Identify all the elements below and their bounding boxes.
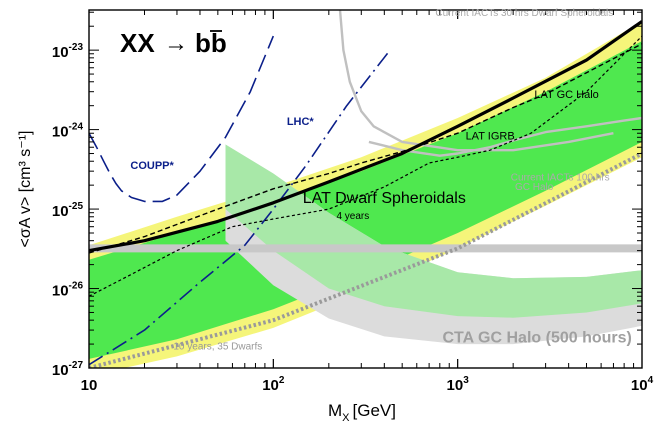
y-tick-label: 10-26 xyxy=(52,281,84,300)
y-axis-label: <σA v> [cm³ s⁻¹] xyxy=(17,130,34,247)
series-layer xyxy=(89,10,642,368)
title-arrow: → xyxy=(164,30,188,57)
series-line-1 xyxy=(89,43,642,254)
y-tick-label: 10-25 xyxy=(52,201,84,220)
label-iacts-30: Current IACTs 30 hrs Dwarf Spheroidals xyxy=(435,8,613,19)
x-tick-label: 104 xyxy=(631,375,654,394)
chart-title: XX → bb xyxy=(120,28,227,58)
label-ten-years: 10 years, 35 Dwarfs xyxy=(173,342,262,353)
label-iacts-100b: GC Halo xyxy=(515,182,554,193)
x-tick-label: 103 xyxy=(447,375,470,394)
annotation-labels: COUPP* LHC* LAT GC Halo LAT IGRB LAT Dwarf S… xyxy=(130,8,631,353)
x-tick-label: 102 xyxy=(262,375,285,394)
label-cta-gc: CTA GC Halo (500 hours) xyxy=(443,329,632,346)
y-tick-label: 10-23 xyxy=(52,42,84,61)
plot-frame xyxy=(88,9,643,369)
x-axis-label: MX [GeV] xyxy=(328,401,396,424)
band-1 xyxy=(89,41,642,359)
series-line-8 xyxy=(368,116,642,157)
bands-layer xyxy=(89,21,642,368)
label-iacts-100a: Current IACTs 100 hrs xyxy=(511,172,610,183)
title-rhs: bb xyxy=(195,28,227,58)
series-line-5 xyxy=(89,49,391,366)
label-lhc: LHC* xyxy=(287,116,315,128)
x-tick-label: 10 xyxy=(81,377,98,394)
label-lat-gc-halo: LAT GC Halo xyxy=(534,89,598,101)
label-four-years: 4 years xyxy=(336,211,369,222)
series-line-3 xyxy=(89,151,642,368)
label-coupp: COUPP* xyxy=(130,160,174,172)
series-line-4 xyxy=(89,35,275,203)
y-tick-label: 10-27 xyxy=(52,360,84,379)
label-lat-igrb: LAT IGRB xyxy=(466,131,515,143)
series-line-7 xyxy=(338,10,614,152)
axis-ticks: 10 102 103 104 10-27 10-26 10-25 10-24 10-23 xyxy=(52,10,654,394)
band-3 xyxy=(225,144,642,318)
series-line-2 xyxy=(89,35,642,297)
series-line-0 xyxy=(89,20,642,253)
label-lat-dwarf: LAT Dwarf Spheroidals xyxy=(303,190,466,207)
title-lhs: XX xyxy=(120,28,155,58)
y-tick-label: 10-24 xyxy=(52,122,84,141)
